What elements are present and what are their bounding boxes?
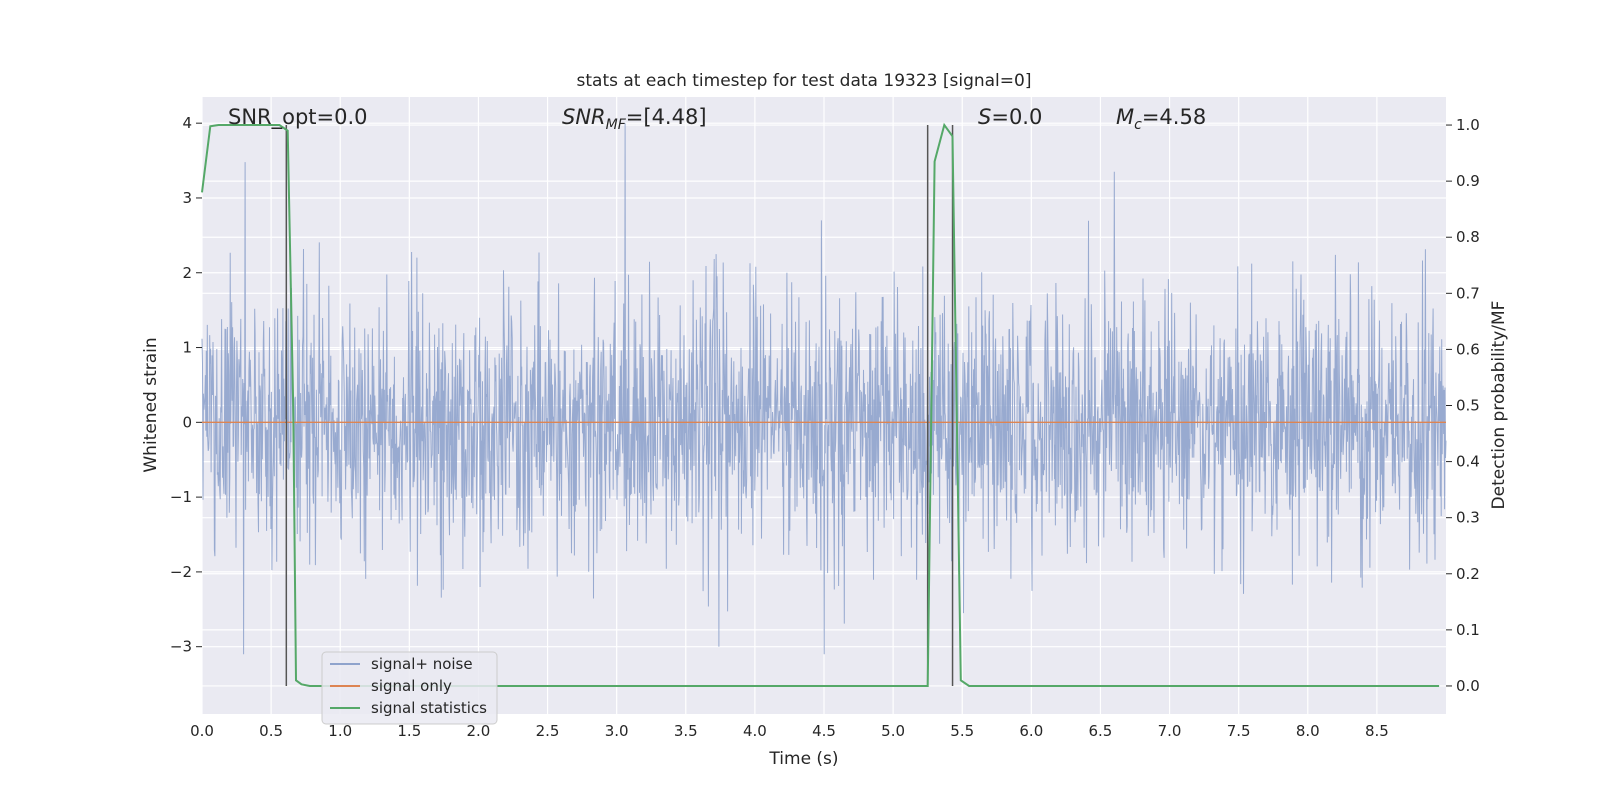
legend-label-noise: signal+ noise bbox=[371, 655, 473, 673]
y-left-tick-label: 2 bbox=[182, 264, 192, 282]
x-tick-label: 3.5 bbox=[674, 722, 698, 740]
x-tick-label: 7.5 bbox=[1227, 722, 1251, 740]
annotation-s: S=0.0 bbox=[978, 105, 1042, 129]
x-tick-label: 5.5 bbox=[950, 722, 974, 740]
x-tick-label: 0.0 bbox=[190, 722, 214, 740]
vertical-markers bbox=[285, 125, 954, 686]
chart-title: stats at each timestep for test data 193… bbox=[577, 71, 1032, 91]
annotation-snr-mf: SNRMF=[4.48] bbox=[562, 105, 707, 133]
y-right-tick-label: 0.6 bbox=[1456, 340, 1480, 358]
y-left-tick-label: 4 bbox=[182, 114, 192, 132]
y-left-tick-label: 1 bbox=[182, 339, 192, 357]
y-right-tick-label: 0.9 bbox=[1456, 172, 1480, 190]
x-tick-label: 4.0 bbox=[743, 722, 767, 740]
x-tick-label: 8.5 bbox=[1365, 722, 1389, 740]
y-right-axis-label: Detection probability/MF bbox=[1489, 301, 1509, 510]
y-right-tick-label: 0.5 bbox=[1456, 397, 1480, 415]
x-tick-label: 7.0 bbox=[1158, 722, 1182, 740]
annotation-snr-mf-main: SNR bbox=[562, 105, 606, 129]
y-left-tick-label: 3 bbox=[182, 189, 192, 207]
y-right-tick-label: 0.8 bbox=[1456, 228, 1480, 246]
annotation-snr-mf-rest: =[4.48] bbox=[626, 105, 707, 129]
x-tick-label: 6.5 bbox=[1089, 722, 1113, 740]
x-tick-label: 4.5 bbox=[812, 722, 836, 740]
annotation-snr-opt: SNR_opt=0.0 bbox=[228, 105, 368, 130]
y-left-tick-label: −1 bbox=[170, 488, 192, 506]
legend-label-signal-statistics: signal statistics bbox=[371, 699, 487, 717]
x-axis-label: Time (s) bbox=[768, 749, 838, 769]
y-left-tick-label: −3 bbox=[170, 638, 192, 656]
y-right-tick-label: 1.0 bbox=[1456, 116, 1480, 134]
y-left-axis-ticks: −3 −2 −1 0 1 2 3 4 bbox=[170, 114, 202, 656]
x-tick-label: 8.0 bbox=[1296, 722, 1320, 740]
x-tick-label: 0.5 bbox=[259, 722, 283, 740]
y-right-tick-label: 0.2 bbox=[1456, 565, 1480, 583]
y-right-tick-label: 0.0 bbox=[1456, 677, 1480, 695]
noise-line bbox=[201, 123, 1447, 655]
y-left-tick-label: −2 bbox=[170, 563, 192, 581]
y-right-axis-ticks: 0.0 0.1 0.2 0.3 0.4 0.5 0.6 0.7 0.8 0.9 1.0 bbox=[1446, 116, 1480, 695]
legend-label-signal-only: signal only bbox=[371, 677, 452, 695]
x-axis-ticks: 0.0 0.5 1.0 1.5 2.0 2.5 3.0 3.5 4.0 4.5 5.0 5.5 6.0 6… bbox=[190, 722, 1389, 740]
annotation-mc-main: M bbox=[1116, 105, 1134, 129]
y-right-tick-label: 0.3 bbox=[1456, 509, 1480, 527]
legend-box bbox=[321, 651, 498, 725]
annotation-snr-mf-sub: MF bbox=[606, 117, 627, 133]
y-left-tick-label: 0 bbox=[182, 413, 192, 431]
y-left-axis-label: Whitened strain bbox=[141, 337, 161, 472]
x-tick-label: 1.0 bbox=[328, 722, 352, 740]
annotation-s-main: S bbox=[978, 105, 991, 129]
legend: signal+ noise signal only signal statist… bbox=[321, 651, 498, 725]
y-right-tick-label: 0.4 bbox=[1456, 453, 1480, 471]
x-tick-label: 5.0 bbox=[881, 722, 905, 740]
annotation-mc-sub: c bbox=[1134, 117, 1142, 133]
y-right-tick-label: 0.7 bbox=[1456, 284, 1480, 302]
annotation-mc: Mc=4.58 bbox=[1116, 105, 1206, 133]
x-tick-label: 1.5 bbox=[397, 722, 421, 740]
x-tick-label: 2.5 bbox=[536, 722, 560, 740]
annotation-mc-rest: =4.58 bbox=[1142, 105, 1206, 129]
x-tick-label: 6.0 bbox=[1019, 722, 1043, 740]
noise-series bbox=[201, 123, 1447, 655]
annotation-s-rest: =0.0 bbox=[991, 105, 1042, 129]
y-right-tick-label: 0.1 bbox=[1456, 621, 1480, 639]
x-tick-label: 3.0 bbox=[605, 722, 629, 740]
x-tick-label: 2.0 bbox=[467, 722, 491, 740]
